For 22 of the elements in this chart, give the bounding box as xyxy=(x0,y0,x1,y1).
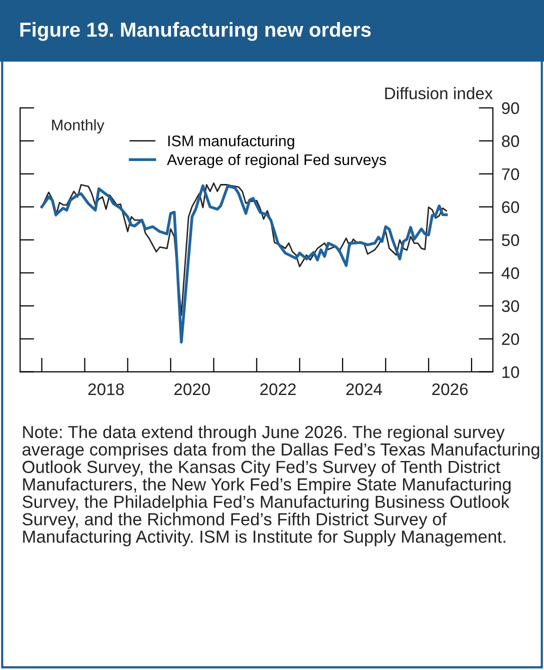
x-tick-label: 2026 xyxy=(432,383,468,396)
y-tick-label: 40 xyxy=(502,267,520,280)
x-tick-label: 2022 xyxy=(260,383,296,396)
line-series xyxy=(40,184,448,344)
x-tick-label: 2024 xyxy=(346,383,382,396)
y-tick-label: 30 xyxy=(502,300,520,312)
legend-label: ISM manufacturing xyxy=(168,135,294,150)
y-tick-label: 80 xyxy=(502,135,520,148)
y-tick-label: 10 xyxy=(502,366,520,378)
y-tick-label: 50 xyxy=(502,234,520,246)
annotation: Monthly xyxy=(52,119,104,134)
y-tick-label: 20 xyxy=(502,333,520,346)
y-axis-title: Diffusion index xyxy=(385,87,493,100)
x-tick-label: 2020 xyxy=(174,383,210,396)
text: Note: The data extend through June 2026. The regional survey average comprises data from the Dallas Fed’s Texas Manufacturing Outlook Survey, the Kansas City Fed’s Survey of Tenth District Manufacturers, the New York Fed’s Empire State Manufacturing Survey, the Philadelphia Fed’s Manufacturing Business Outlook Survey, and the Richmond Fed’s Fifth District Survey of Manufacturing Activity. ISM is Institute for Supply Management. xyxy=(22,425,540,546)
legend-label: Average of regional Fed surveys xyxy=(166,154,386,168)
y-tick-label: 90 xyxy=(502,102,520,114)
x-tick-label: 2018 xyxy=(88,383,124,396)
y-tick-label: 60 xyxy=(502,201,520,214)
y-tick-label: 70 xyxy=(502,168,520,180)
line-series xyxy=(41,182,448,316)
chart-title: Figure 19. Manufacturing new orders xyxy=(20,22,371,41)
